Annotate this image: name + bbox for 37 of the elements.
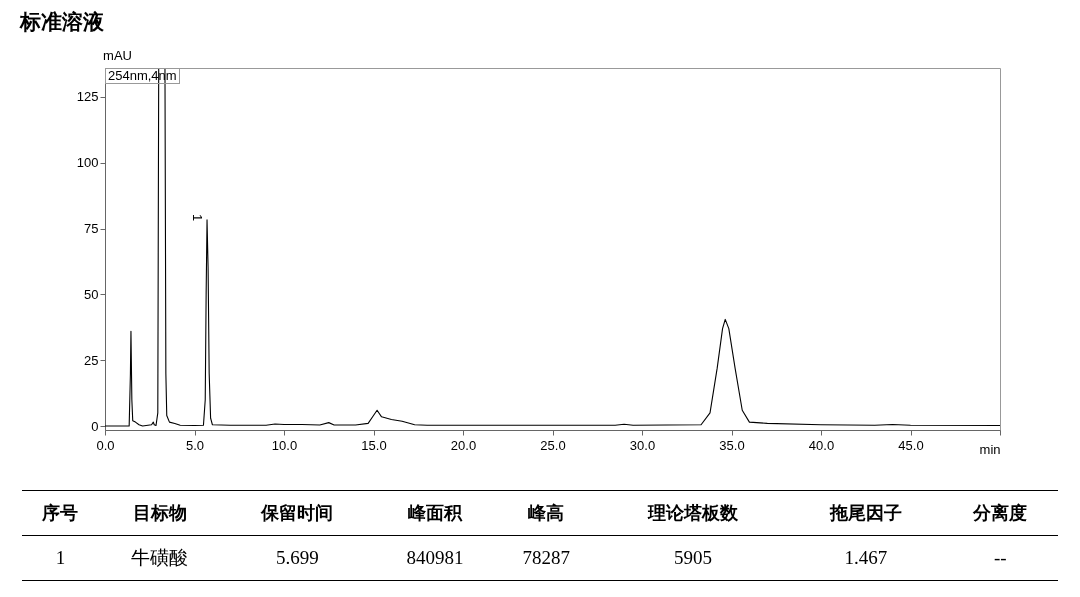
text: -- [942, 535, 1058, 581]
y-tick-label: 75 [84, 221, 99, 237]
text: 5905 [597, 535, 790, 581]
text: 峰高 [495, 490, 598, 536]
x-tick-label: 40.0 [808, 437, 835, 453]
text: 拖尾因子 [789, 490, 943, 536]
text: 理论塔板数 [597, 490, 790, 536]
text: 保留时间 [220, 490, 375, 536]
y-tick-label: 100 [76, 155, 99, 171]
y-tick-label: 25 [84, 352, 99, 368]
text: 目标物 [98, 490, 221, 536]
y-tick-label: 50 [84, 286, 99, 302]
x-tick-label: 30.0 [629, 437, 656, 453]
y-axis-title: mAU [103, 47, 132, 63]
x-axis-title: min [979, 441, 1001, 457]
x-tick-label: 5.0 [185, 437, 205, 453]
x-tick-label: 20.0 [450, 437, 477, 453]
text: 5.699 [220, 535, 375, 581]
x-tick-label: 35.0 [719, 437, 745, 453]
text: 1.467 [789, 535, 943, 581]
x-tick-label: 25.0 [540, 437, 566, 453]
text: 78287 [495, 535, 598, 581]
text: 分离度 [942, 490, 1058, 536]
text: 840981 [374, 535, 496, 581]
text: 牛磺酸 [98, 535, 221, 581]
x-tick-label: 0.0 [96, 437, 115, 453]
text: 峰面积 [374, 490, 496, 536]
x-tick-label: 45.0 [898, 437, 924, 453]
chart-title: 标准溶液 [20, 9, 104, 36]
x-tick-label: 10.0 [271, 437, 298, 453]
text: 1 [22, 535, 99, 581]
annotation: 1 [190, 213, 206, 222]
text: 序号 [22, 490, 99, 536]
y-tick-label: 125 [76, 89, 99, 105]
line-series [105, 68, 1000, 427]
x-tick-label: 15.0 [361, 437, 387, 453]
y-tick-label: 0 [91, 418, 99, 434]
